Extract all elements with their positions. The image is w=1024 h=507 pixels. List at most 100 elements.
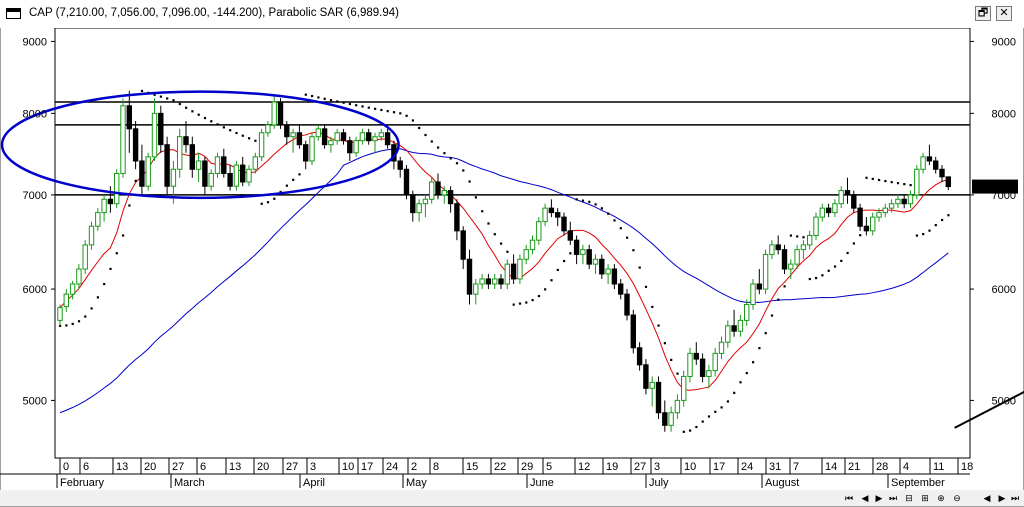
sar-dot	[348, 102, 351, 106]
plot-area	[54, 27, 971, 459]
sar-dot	[594, 203, 597, 206]
sar-dot	[903, 183, 906, 186]
sar-dot	[890, 180, 893, 184]
sar-dot	[285, 184, 288, 187]
sar-dot	[626, 236, 629, 239]
sar-dot	[241, 134, 244, 137]
scroll-first-button[interactable]: ⏮	[844, 493, 854, 503]
scroll-next-button[interactable]: ▶	[875, 493, 883, 503]
last-price-label: 7096.00	[975, 182, 1015, 194]
day-tick-label: 31	[769, 461, 781, 473]
sar-dot	[248, 137, 251, 140]
day-tick-label: 13	[116, 461, 128, 473]
day-tick-label: 3	[654, 461, 660, 473]
candle-body-down	[321, 128, 328, 146]
sar-dot	[222, 126, 225, 129]
candle-body-up	[101, 198, 107, 214]
chart-scrollbar[interactable]: ⏮ ◀ ▶ ⏭ ⊟ ⊞ ⊕ ⊖ ◀ ▶ ⏭	[0, 490, 1024, 506]
sar-dot	[689, 429, 692, 432]
sar-dot	[134, 179, 137, 182]
price-tick-label-left: 8000	[23, 108, 47, 120]
day-tick-label: 17	[713, 461, 725, 473]
sar-dot	[859, 234, 862, 237]
sar-dot	[481, 210, 484, 213]
candle-body-down	[699, 358, 706, 377]
sar-dot	[254, 139, 257, 142]
candle-body-up	[813, 216, 819, 236]
sar-dot	[323, 97, 326, 100]
scroll-left-arrow[interactable]: ◀	[983, 493, 991, 503]
expand-button[interactable]: ⊞	[921, 493, 929, 503]
title-bar: CAP (7,210.00, 7,056.00, 7,096.00, -144.…	[0, 0, 1024, 28]
candle-body-up	[214, 156, 221, 174]
sar-dot	[758, 347, 761, 350]
candle-body-down	[132, 128, 139, 162]
candle-body-up	[88, 225, 95, 246]
candle-body-up	[895, 198, 901, 205]
scroll-right-arrow[interactable]: ▶	[998, 493, 1006, 503]
scroll-last-button[interactable]: ⏭	[888, 493, 898, 503]
sar-dot	[317, 96, 320, 99]
candle-body-up	[907, 194, 914, 205]
candle-body-up	[334, 132, 340, 142]
sar-dot	[896, 182, 900, 185]
compress-button[interactable]: ⊟	[905, 493, 913, 503]
sar-dot	[852, 242, 855, 245]
scroll-prev-button[interactable]: ◀	[861, 493, 869, 503]
candle-body-up	[750, 283, 756, 306]
day-tick-label: 5	[546, 461, 552, 473]
price-tick-label-right: 9000	[992, 36, 1016, 48]
close-button[interactable]: ✕	[996, 6, 1012, 21]
zoom-out-button[interactable]: ⊖	[953, 493, 961, 503]
zoom-in-button[interactable]: ⊕	[937, 493, 945, 503]
candle-body-up	[492, 278, 498, 285]
restore-button[interactable]: 🗗	[975, 6, 991, 21]
candle-body-up	[57, 307, 63, 321]
candle-body-up	[265, 124, 271, 134]
candle-body-up	[580, 249, 586, 255]
candle-body-up	[479, 278, 485, 285]
sar-dot	[77, 320, 81, 323]
sar-dot	[537, 294, 540, 298]
candle-body-up	[788, 263, 794, 270]
candle-body-up	[737, 319, 744, 332]
candle-body-up	[95, 212, 101, 227]
sar-dot	[487, 222, 490, 225]
candle-body-up	[195, 160, 202, 170]
sar-dot	[827, 269, 830, 272]
sar-dot	[493, 233, 496, 236]
month-label: September	[891, 477, 945, 489]
candle-body-up	[870, 216, 876, 232]
candle-body-down	[126, 105, 132, 130]
sar-dot	[229, 129, 232, 132]
candle-body-up	[372, 136, 378, 142]
sar-dot	[210, 120, 213, 123]
sar-dot	[518, 302, 522, 305]
candle-body-down	[221, 156, 227, 174]
price-tick-label-left: 9000	[23, 36, 47, 48]
sar-dot	[462, 169, 465, 172]
candle-body-down	[775, 244, 781, 251]
sar-dot	[619, 227, 622, 230]
scroll-end-arrow[interactable]: ⏭	[1010, 493, 1020, 503]
time-axis: 0 6 13 20 27 6 13 20 27 3 10 17 24 2 8 15 22 29 5 12 19 27 3 10…	[0, 458, 973, 489]
slow-moving-average-line	[59, 148, 949, 414]
candle-body-up	[271, 101, 277, 126]
sar-dot	[260, 202, 263, 205]
candle-body-down	[573, 239, 580, 255]
candle-body-up	[504, 263, 511, 285]
candle-body-up	[542, 207, 548, 223]
sar-dot	[437, 146, 440, 149]
candle-body-up	[920, 156, 926, 170]
sar-dot	[720, 406, 723, 409]
candle-body-up	[807, 234, 813, 246]
sar-dot	[934, 224, 937, 227]
sar-dot	[808, 277, 811, 281]
candle-body-up	[114, 172, 120, 205]
sar-dot	[235, 131, 238, 135]
sar-dot	[770, 314, 774, 317]
sar-dot	[273, 197, 276, 200]
sar-dot	[745, 372, 748, 375]
sar-dot	[941, 218, 944, 222]
